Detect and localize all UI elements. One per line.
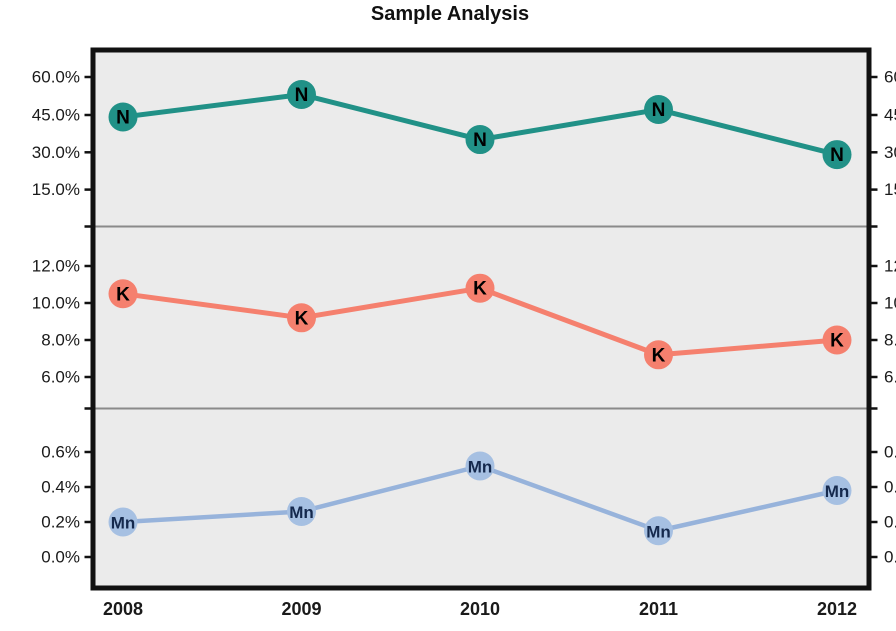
marker-label-Mn: Mn xyxy=(825,482,850,501)
y-tick-label: 0.0% xyxy=(41,548,80,567)
y-tick-label-right: 0.2% xyxy=(884,513,896,532)
marker-label-Mn: Mn xyxy=(646,522,671,541)
data-point-Mn-2009 xyxy=(287,497,316,526)
data-point-N-2008 xyxy=(108,102,138,132)
y-tick-label-right: 15.0% xyxy=(884,180,896,199)
data-point-N-2009 xyxy=(287,80,316,110)
y-tick-label-right: 12.0% xyxy=(884,257,896,276)
data-point-K-2009 xyxy=(287,303,316,333)
data-point-N-2012 xyxy=(822,140,852,170)
y-tick-label: 8.0% xyxy=(41,331,80,350)
y-tick-label-right: 45.0% xyxy=(884,106,896,125)
y-tick-label: 30.0% xyxy=(32,143,80,162)
y-tick-label: 10.0% xyxy=(32,294,80,313)
data-point-Mn-2011 xyxy=(644,516,673,546)
data-point-Mn-2012 xyxy=(822,476,852,505)
marker-label-N: N xyxy=(116,108,130,129)
chart-root: 60.0% 60.0% 45.0% 45.0% 30.0% 30.0% 15.0% 15.0%… xyxy=(32,47,896,619)
y-tick-label-right: 10.0% xyxy=(884,294,896,313)
marker-label-N: N xyxy=(295,85,309,106)
y-tick-label-right: 60.0% xyxy=(884,68,896,87)
plot-border xyxy=(90,47,872,591)
x-tick-label: 2008 xyxy=(103,599,143,619)
marker-label-Mn: Mn xyxy=(289,503,314,522)
y-tick-label: 12.0% xyxy=(32,257,80,276)
y-tick-label: 45.0% xyxy=(32,106,80,125)
data-point-N-2010 xyxy=(465,125,495,155)
y-tick-label-right: 0.0% xyxy=(884,548,896,567)
y-tick-label: 0.6% xyxy=(41,443,80,462)
y-tick-label-right: 0.6% xyxy=(884,443,896,462)
x-tick-label: 2010 xyxy=(460,599,500,619)
y-tick-label-right: 30.0% xyxy=(884,143,896,162)
data-point-K-2011 xyxy=(644,340,673,370)
data-point-N-2011 xyxy=(644,95,673,125)
data-point-Mn-2010 xyxy=(465,451,495,481)
marker-label-N: N xyxy=(830,145,844,166)
y-tick-label-right: 8.0% xyxy=(884,331,896,350)
data-point-Mn-2008 xyxy=(108,507,138,537)
y-tick-label: 6.0% xyxy=(41,368,80,387)
y-tick-label: 0.2% xyxy=(41,513,80,532)
x-tick-label: 2011 xyxy=(639,599,678,619)
marker-label-K: K xyxy=(473,279,487,300)
y-tick-label-right: 0.4% xyxy=(884,478,896,497)
x-tick-label: 2012 xyxy=(817,599,857,619)
marker-label-K: K xyxy=(652,345,666,366)
data-point-K-2010 xyxy=(465,273,495,303)
marker-label-N: N xyxy=(652,100,666,121)
y-tick-label: 0.4% xyxy=(41,478,80,497)
marker-label-K: K xyxy=(295,308,309,329)
marker-label-N: N xyxy=(473,130,487,151)
y-tick-label: 60.0% xyxy=(32,68,80,87)
y-tick-label: 15.0% xyxy=(32,180,80,199)
data-point-K-2008 xyxy=(108,279,138,309)
marker-label-Mn: Mn xyxy=(111,514,136,533)
marker-label-K: K xyxy=(830,331,844,352)
chart-title: Sample Analysis xyxy=(371,3,529,25)
marker-label-K: K xyxy=(116,284,130,305)
data-point-K-2012 xyxy=(822,325,852,355)
x-tick-label: 2009 xyxy=(281,599,321,619)
y-tick-label-right: 6.0% xyxy=(884,368,896,387)
marker-label-Mn: Mn xyxy=(468,458,493,477)
